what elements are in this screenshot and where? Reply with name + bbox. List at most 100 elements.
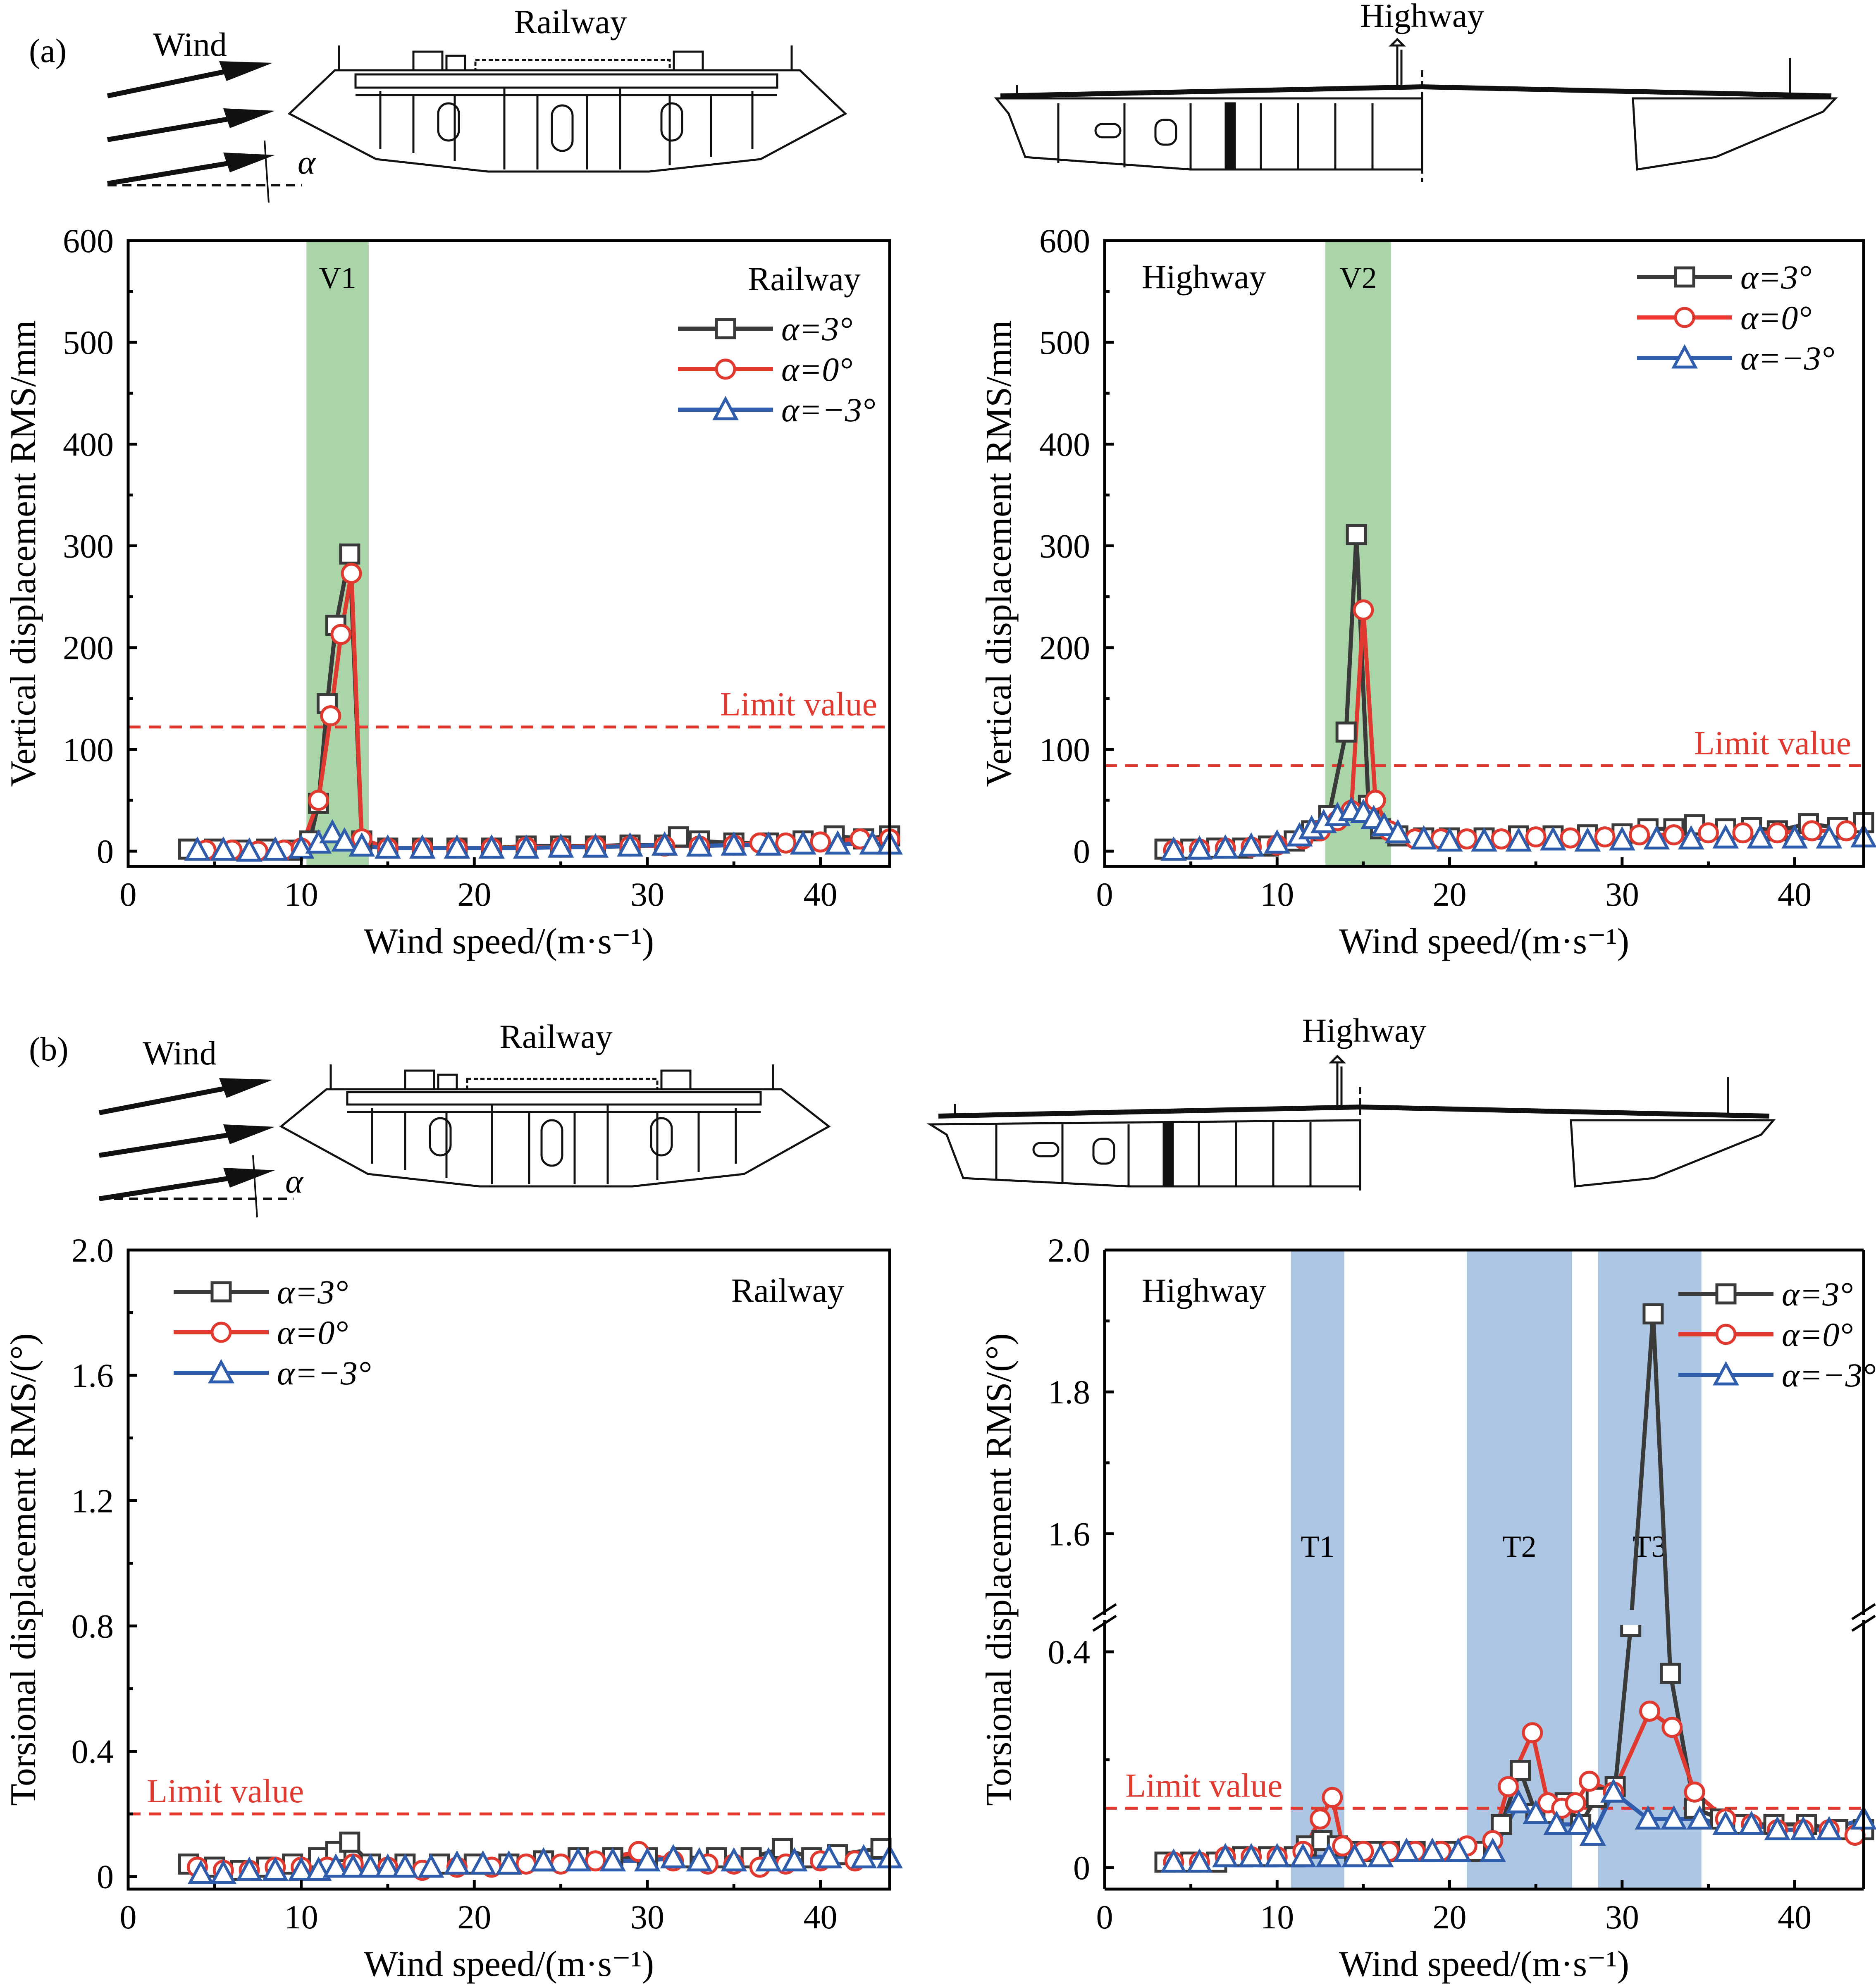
data-point: [1393, 1837, 1420, 1862]
y-tick-label: 0: [97, 1858, 114, 1896]
railway-section-a: Railway: [287, 3, 847, 173]
x-tick-label: 30: [630, 1898, 664, 1936]
x-tick-label: 20: [1433, 876, 1467, 913]
x-tick-label: 10: [1260, 876, 1294, 913]
y-tick-label: 0: [1073, 833, 1090, 870]
data-point: [1643, 825, 1670, 850]
x-tick-label: 20: [1433, 1898, 1467, 1936]
data-point: [1505, 827, 1532, 852]
x-tick-label: 0: [120, 1898, 137, 1936]
y-axis-title: Torsional displacement RMS/(°): [979, 1333, 1019, 1806]
data-point: [585, 1850, 606, 1872]
data-point: [1697, 822, 1719, 844]
data-point: [496, 1850, 522, 1875]
data-point: [1579, 1770, 1600, 1792]
data-point: [1186, 1848, 1213, 1873]
y-tick-label: 0.8: [72, 1607, 114, 1645]
data-point: [308, 790, 329, 811]
legend-label-1: α=0°: [1740, 299, 1812, 336]
data-point: [184, 836, 211, 861]
data-point: [418, 1853, 444, 1878]
data-point: [1661, 1805, 1687, 1830]
limit-value-label: Limit value: [720, 685, 877, 723]
data-point: [781, 1847, 808, 1872]
data-point: [1543, 1811, 1570, 1835]
data-point: [305, 1856, 332, 1881]
x-tick-label: 20: [457, 1898, 491, 1936]
panel-b-header: (b) Wind α Railway: [29, 1012, 1776, 1218]
panel-a-header: (a) Wind α Railway: [29, 0, 1838, 203]
y-tick-label: 600: [63, 222, 114, 260]
limit-value-label: Limit value: [1694, 724, 1851, 761]
highway-title-b: Highway: [1302, 1012, 1427, 1049]
data-point: [1629, 824, 1650, 846]
y-tick-label: 1.6: [1048, 1515, 1091, 1553]
y-tick-label: 0.4: [72, 1733, 114, 1770]
limit-value-label: Limit value: [147, 1772, 304, 1810]
data-point: [210, 1859, 237, 1884]
data-point: [375, 1853, 401, 1878]
band-t2: [1467, 1250, 1572, 1889]
x-tick-label: 40: [1778, 1898, 1812, 1936]
x-tick-label: 0: [1096, 1898, 1113, 1936]
y-tick-label: 500: [63, 324, 114, 361]
data-point: [210, 836, 237, 861]
data-point: [1781, 824, 1808, 849]
data-point: [530, 1847, 557, 1872]
data-point: [1186, 835, 1213, 860]
data-point: [1315, 1843, 1342, 1868]
legend-marker-2: [208, 1359, 234, 1384]
y-tick-label: 1.8: [1048, 1373, 1091, 1411]
data-point: [1264, 1843, 1291, 1868]
panel-b-wind-label: Wind: [143, 1034, 217, 1072]
data-point: [850, 1844, 877, 1868]
data-point: [1712, 1811, 1739, 1835]
legend-marker-0: [1674, 266, 1695, 288]
data-point: [1560, 827, 1581, 849]
legend-marker-0: [210, 1281, 232, 1303]
data-point: [1661, 1717, 1683, 1738]
data-point: [288, 1856, 315, 1881]
data-point: [320, 705, 341, 727]
data-point: [1525, 826, 1547, 848]
data-point: [1566, 1811, 1592, 1835]
data-point: [341, 563, 362, 584]
alpha-label-a: α: [298, 143, 316, 181]
data-point: [816, 1844, 843, 1868]
data-point: [1565, 1792, 1586, 1813]
data-point: [1738, 1811, 1765, 1835]
x-tick-label: 30: [1605, 1898, 1639, 1936]
data-point: [1353, 599, 1374, 621]
data-point: [1445, 1837, 1472, 1862]
x-tick-label: 10: [1260, 1898, 1294, 1936]
data-point: [262, 836, 289, 861]
data-point: [1471, 827, 1497, 852]
data-point: [1580, 1821, 1606, 1846]
band-label-v1: V1: [319, 261, 356, 295]
data-point: [755, 1847, 782, 1872]
data-point: [660, 1844, 687, 1868]
data-point: [1684, 1781, 1705, 1803]
data-point: [478, 834, 505, 859]
data-point: [1341, 1843, 1368, 1868]
highway-section-b: Highway: [926, 1012, 1776, 1195]
plot-label: Railway: [731, 1272, 844, 1309]
data-point: [1238, 1843, 1265, 1868]
data-point: [1419, 1837, 1446, 1862]
data-point: [1346, 524, 1367, 545]
y-axis-title: Vertical displacement RMS/mm: [3, 320, 43, 787]
legend-label-2: α=−3°: [277, 1354, 371, 1392]
data-point: [599, 1847, 626, 1872]
data-point: [1212, 834, 1239, 859]
panel-a-label: (a): [29, 32, 67, 69]
y-tick-label: 0.4: [1048, 1633, 1091, 1671]
x-axis-title: Wind speed/(m·s⁻¹): [1339, 1944, 1629, 1984]
plot-frame: [1103, 239, 1865, 868]
y-axis-title: Vertical displacement RMS/mm: [979, 320, 1019, 787]
data-point: [1505, 1789, 1532, 1813]
panel-b-label: (b): [29, 1030, 69, 1068]
series-break-gap: [1616, 1610, 1653, 1625]
